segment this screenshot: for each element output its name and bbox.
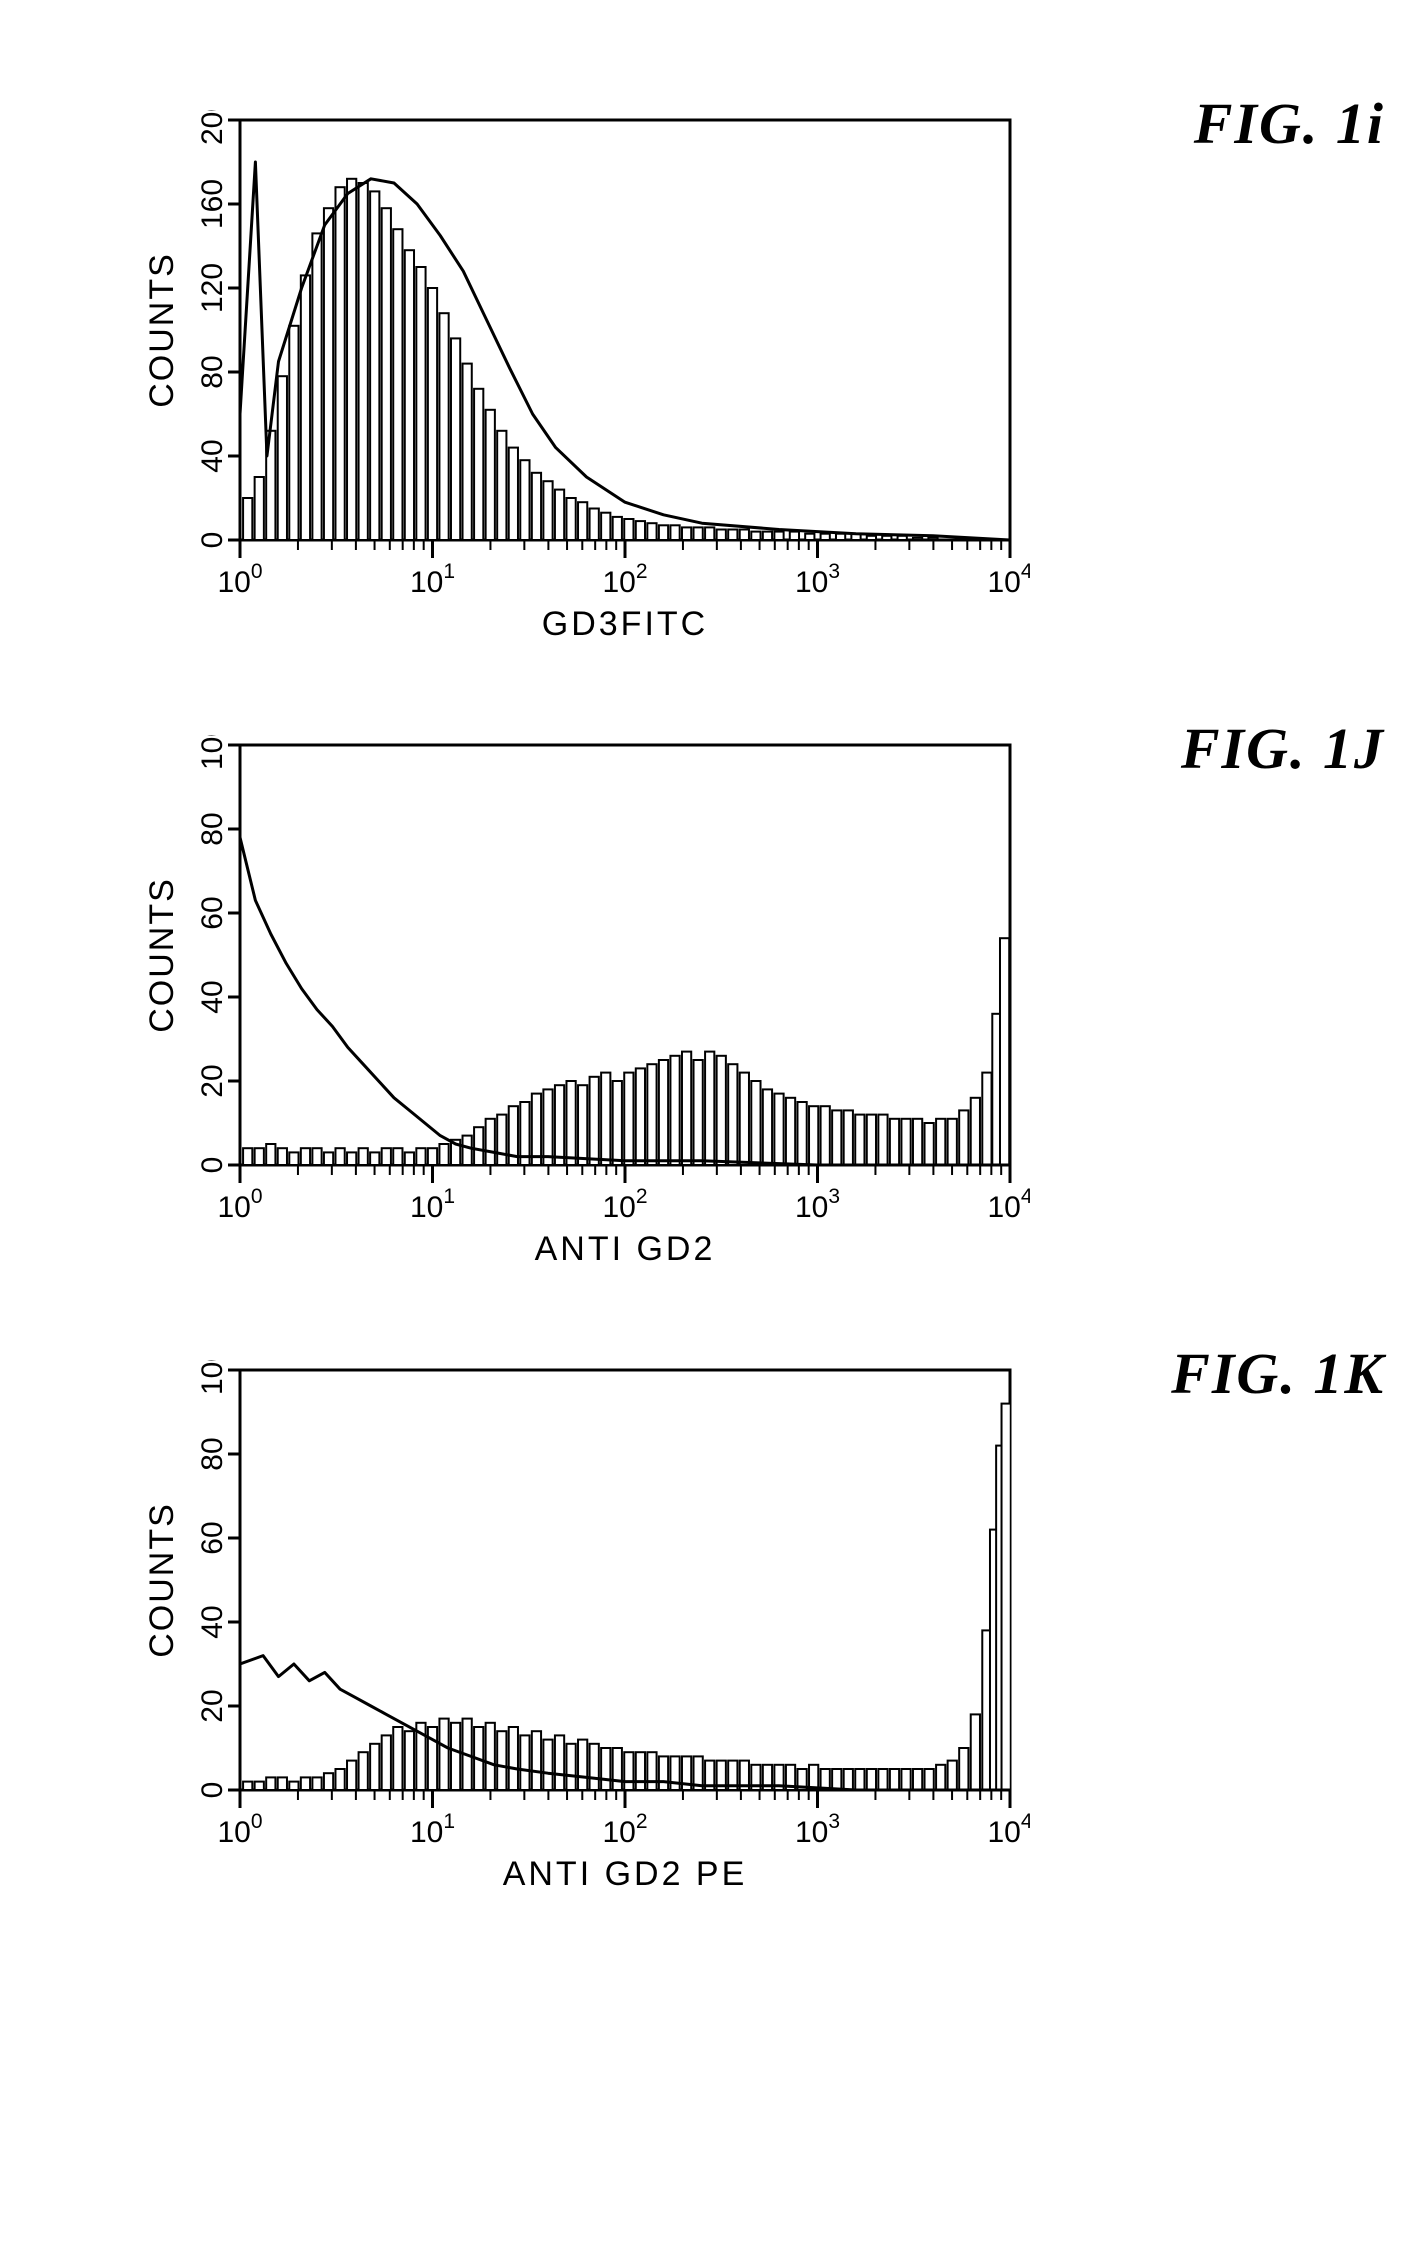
svg-text:COUNTS: COUNTS xyxy=(143,1502,181,1658)
svg-text:80: 80 xyxy=(196,812,229,845)
svg-text:102: 102 xyxy=(602,1810,647,1849)
fig1j-block: FIG. 1J020406080100COUNTS100101102103104… xyxy=(40,735,1385,1290)
svg-text:60: 60 xyxy=(196,896,229,929)
svg-text:103: 103 xyxy=(795,1185,840,1224)
fig1j-chart: 0 20 40 60 80 100 COUNTS 100 101 102 103 104 ANTI GD… xyxy=(110,735,1385,1290)
svg-text:80: 80 xyxy=(196,1437,229,1470)
svg-text:0: 0 xyxy=(196,532,229,549)
svg-text:ANTI GD2 PE: ANTI GD2 PE xyxy=(503,1855,748,1893)
svg-text:200: 200 xyxy=(196,110,229,145)
svg-text:101: 101 xyxy=(410,560,455,599)
svg-text:80: 80 xyxy=(196,355,229,388)
fig1i-svg: 0 40 80 120 160 200 COUNTS 100 101 102 103 104 GD3FI… xyxy=(110,110,1030,660)
svg-text:20: 20 xyxy=(196,1064,229,1097)
svg-text:104: 104 xyxy=(987,560,1030,599)
svg-text:COUNTS: COUNTS xyxy=(143,877,181,1033)
svg-text:GD3FITC: GD3FITC xyxy=(542,605,708,643)
fig1i-block: FIG. 1i04080120160200COUNTS1001011021031… xyxy=(40,110,1385,665)
svg-text:120: 120 xyxy=(196,263,229,313)
svg-text:100: 100 xyxy=(196,1360,229,1395)
svg-text:0: 0 xyxy=(196,1782,229,1799)
fig1k-chart: 0 20 40 60 80 100 COUNTS 100 101 102 103 104 ANTI GD… xyxy=(110,1360,1385,1915)
svg-text:COUNTS: COUNTS xyxy=(143,252,181,408)
svg-text:100: 100 xyxy=(217,1185,262,1224)
fig1k-block: FIG. 1K020406080100COUNTS100101102103104… xyxy=(40,1360,1385,1915)
fig1k-label: FIG. 1K xyxy=(1171,1340,1385,1407)
svg-text:101: 101 xyxy=(410,1185,455,1224)
fig1i-chart: 0 40 80 120 160 200 COUNTS 100 101 102 103 104 GD3FI… xyxy=(110,110,1385,665)
fig1j-svg: 0 20 40 60 80 100 COUNTS 100 101 102 103 104 ANTI GD… xyxy=(110,735,1030,1285)
fig1j-label: FIG. 1J xyxy=(1181,715,1385,782)
svg-text:100: 100 xyxy=(196,735,229,770)
svg-text:103: 103 xyxy=(795,1810,840,1849)
svg-text:104: 104 xyxy=(987,1185,1030,1224)
svg-text:160: 160 xyxy=(196,179,229,229)
svg-text:102: 102 xyxy=(602,1185,647,1224)
svg-text:101: 101 xyxy=(410,1810,455,1849)
svg-text:100: 100 xyxy=(217,560,262,599)
svg-text:102: 102 xyxy=(602,560,647,599)
svg-text:104: 104 xyxy=(987,1810,1030,1849)
svg-text:ANTI GD2: ANTI GD2 xyxy=(535,1230,716,1268)
fig1i-label: FIG. 1i xyxy=(1194,90,1385,157)
svg-text:40: 40 xyxy=(196,980,229,1013)
svg-text:20: 20 xyxy=(196,1689,229,1722)
svg-text:0: 0 xyxy=(196,1157,229,1174)
fig1k-svg: 0 20 40 60 80 100 COUNTS 100 101 102 103 104 ANTI GD… xyxy=(110,1360,1030,1910)
svg-text:103: 103 xyxy=(795,560,840,599)
svg-text:60: 60 xyxy=(196,1521,229,1554)
svg-text:40: 40 xyxy=(196,1605,229,1638)
svg-text:40: 40 xyxy=(196,439,229,472)
svg-text:100: 100 xyxy=(217,1810,262,1849)
